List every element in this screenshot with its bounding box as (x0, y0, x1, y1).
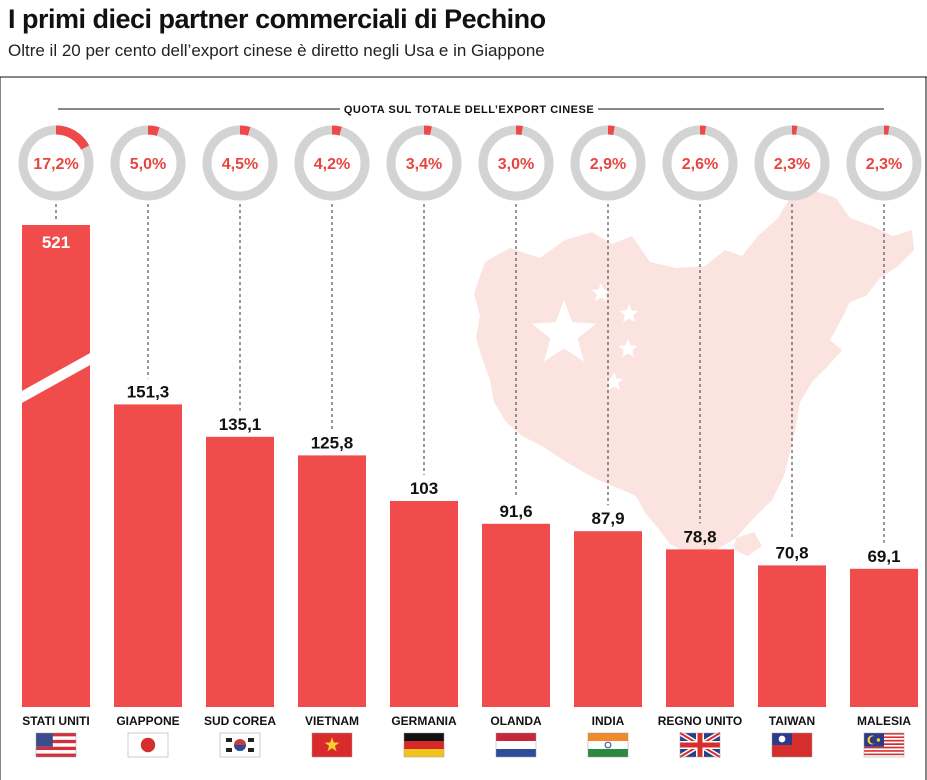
value-label-olanda: 91,6 (499, 502, 532, 521)
share-label-india: 2,9% (590, 156, 626, 173)
bar-taiwan (758, 565, 826, 707)
hainan-island (734, 532, 762, 556)
bar-malesia (850, 568, 918, 707)
flag-usa (35, 732, 77, 758)
map-star-small-3 (618, 339, 638, 358)
donut-share-sud-corea (202, 125, 278, 201)
value-label-stati-uniti: 521 (42, 233, 70, 252)
china-map-shape (474, 190, 914, 556)
share-label-vietnam: 4,2% (314, 156, 350, 173)
value-label-taiwan: 70,8 (775, 543, 808, 562)
donut-share-taiwan (754, 125, 830, 201)
map-star-large (531, 300, 597, 362)
share-label-regno-unito: 2,6% (682, 156, 718, 173)
bar-sud-corea (206, 436, 274, 707)
bar-germania (390, 501, 458, 707)
category-label-germania: GERMANIA (391, 714, 457, 728)
share-label-sud-corea: 4,5% (222, 156, 258, 173)
donut-share-giappone (110, 125, 186, 201)
map-star-small-2 (619, 304, 639, 323)
flag-south-korea (219, 732, 261, 758)
flag-vietnam (311, 732, 353, 758)
bar-giappone (114, 404, 182, 707)
flag-netherlands (495, 732, 537, 758)
bars: 521 151,3 135,1 125,8 103 91,6 87,9 78,8 70,8 69,… (20, 225, 918, 707)
flag-uk (678, 730, 722, 760)
share-label-stati-uniti: 17,2% (33, 156, 78, 173)
category-label-malesia: MALESIA (857, 714, 911, 728)
category-label-regno-unito: REGNO UNITO (658, 714, 742, 728)
bar-stati-uniti (22, 225, 90, 707)
donut-share-stati-uniti (18, 125, 94, 201)
category-label-giappone: GIAPPONE (116, 714, 179, 728)
donut-share-germania (386, 125, 462, 201)
bar-olanda (482, 523, 550, 707)
category-label-stati-uniti: STATI UNITI (22, 714, 90, 728)
flag-japan (127, 732, 169, 758)
category-labels: STATI UNITI GIAPPONE SUD COREA VIETNAM GERMA… (22, 714, 911, 728)
flag-germany (403, 732, 445, 758)
map-star-small-4 (604, 372, 624, 391)
share-label: QUOTA SUL TOTALE DELL’EXPORT CINESE (344, 104, 594, 116)
donut-share-vietnam (294, 125, 370, 201)
share-label-olanda: 3,0% (498, 156, 534, 173)
bar-regno-unito (666, 549, 734, 707)
share-donuts: 17,2% 5,0% 4,5% 4,2% 3,4% 3,0% 2,9% 2,6% 2,3% 2,3… (18, 125, 922, 201)
donut-share-regno-unito (662, 125, 738, 201)
value-label-vietnam: 125,8 (311, 433, 354, 452)
leader-lines (55, 204, 885, 543)
donut-share-malesia (846, 125, 922, 201)
value-label-malesia: 69,1 (867, 547, 900, 566)
map-star-small-1 (591, 283, 611, 302)
flag-taiwan (771, 732, 813, 758)
category-label-sud-corea: SUD COREA (204, 714, 276, 728)
share-label-germania: 3,4% (406, 156, 442, 173)
chart-title: I primi dieci partner commerciali di Pec… (8, 4, 546, 34)
value-label-giappone: 151,3 (127, 382, 170, 401)
value-label-india: 87,9 (591, 509, 624, 528)
category-label-vietnam: VIETNAM (305, 714, 359, 728)
axis-break-stati-uniti (20, 352, 92, 404)
value-label-regno-unito: 78,8 (683, 527, 716, 546)
flags (35, 730, 905, 760)
chart-subtitle: Oltre il 20 per cento dell’export cinese… (8, 41, 545, 60)
donut-share-india (570, 125, 646, 201)
share-label-taiwan: 2,3% (774, 156, 810, 173)
bar-vietnam (298, 455, 366, 707)
flag-india (587, 732, 629, 758)
category-label-olanda: OLANDA (490, 714, 542, 728)
china-map-silhouette (474, 190, 914, 556)
value-label-sud-corea: 135,1 (219, 415, 262, 434)
category-label-india: INDIA (592, 714, 625, 728)
donut-share-olanda (478, 125, 554, 201)
bar-india (574, 531, 642, 707)
value-label-germania: 103 (410, 479, 438, 498)
share-label-malesia: 2,3% (866, 156, 902, 173)
category-label-taiwan: TAIWAN (769, 714, 815, 728)
share-label-giappone: 5,0% (130, 156, 166, 173)
flag-malaysia (863, 732, 905, 758)
